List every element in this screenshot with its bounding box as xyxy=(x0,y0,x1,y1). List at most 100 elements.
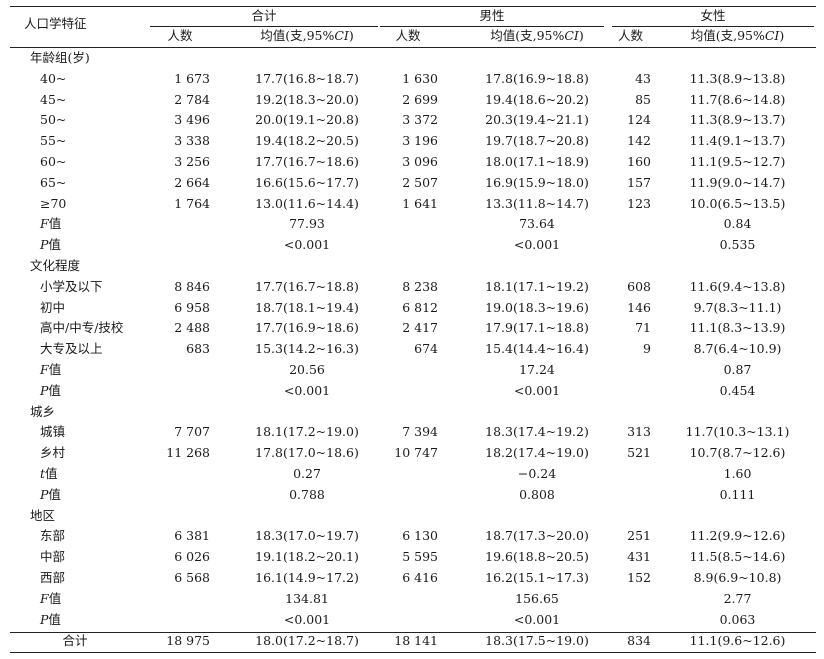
group-header: 合计 xyxy=(251,8,277,23)
mean-ci-cell: 16.9(15.9~18.0) xyxy=(485,174,589,190)
stat-value: 20.56 xyxy=(289,362,325,377)
row-label: 60~ xyxy=(40,154,67,169)
stat-value: <0.001 xyxy=(513,237,561,253)
stat-suffix: 值 xyxy=(48,486,61,502)
row-label: ≥70 xyxy=(40,195,67,211)
mean-header-ci: CI xyxy=(764,28,780,43)
stat-label: P值 xyxy=(40,611,100,627)
stat-label: t值 xyxy=(40,466,100,481)
stat-symbol: F xyxy=(40,590,49,606)
count-cell: 608 xyxy=(627,278,651,294)
mean-header-suffix: ) xyxy=(779,28,785,43)
mean-ci-cell: 20.3(19.4~21.1) xyxy=(485,112,589,128)
mean-header-suffix: ) xyxy=(578,28,584,43)
mean-ci-cell: 11.4(9.1~13.7) xyxy=(689,133,786,149)
count-cell: 7 707 xyxy=(174,424,210,440)
mean-header-prefix: 均值(支,95% xyxy=(260,28,335,43)
stat-value: 134.81 xyxy=(285,590,329,606)
stat-value: 1.60 xyxy=(723,466,752,481)
count-cell: 8 846 xyxy=(174,278,210,294)
row-label: 中部 xyxy=(40,549,66,565)
total-top-rule xyxy=(10,632,816,633)
stat-value: −0.24 xyxy=(517,466,557,481)
mean-ci-cell: 9.7(8.3~11.1) xyxy=(693,299,782,315)
count-cell: 71 xyxy=(635,320,651,336)
stat-symbol: P xyxy=(40,611,49,627)
mean-ci-cell: 11.9(9.0~14.7) xyxy=(689,174,786,190)
stat-suffix: 值 xyxy=(45,466,58,481)
row-label: 西部 xyxy=(40,570,66,585)
mean-ci-cell: 18.7(17.3~20.0) xyxy=(485,528,589,544)
stub-header: 人口学特征 xyxy=(24,16,87,31)
count-cell: 2 664 xyxy=(174,174,210,190)
row-label: 初中 xyxy=(40,299,66,315)
stat-label: F值 xyxy=(40,218,100,231)
count-cell: 3 256 xyxy=(174,154,210,169)
count-cell: 6 812 xyxy=(402,299,438,315)
total-cell: 834 xyxy=(627,633,651,648)
count-cell: 251 xyxy=(627,528,651,544)
count-cell: 160 xyxy=(627,154,651,169)
stat-symbol: P xyxy=(40,237,49,253)
mean-ci-cell: 11.3(8.9~13.7) xyxy=(689,112,786,128)
stat-symbol: F xyxy=(40,362,49,377)
total-cell: 11.1(9.6~12.6) xyxy=(689,633,786,648)
mean-ci-cell: 11.6(9.4~13.8) xyxy=(689,278,786,294)
stat-value: <0.001 xyxy=(513,611,561,627)
mean-ci-cell: 8.7(6.4~10.9) xyxy=(693,341,782,357)
count-cell: 2 417 xyxy=(402,320,438,336)
row-label: 45~ xyxy=(40,91,67,107)
stat-label: F值 xyxy=(40,590,100,606)
stat-value: 0.111 xyxy=(719,486,756,502)
mean-ci-cell: 19.0(18.3~19.6) xyxy=(485,299,589,315)
stat-symbol: F xyxy=(40,216,49,232)
n-column-header: 人数 xyxy=(167,28,193,43)
count-cell: 3 196 xyxy=(402,133,438,149)
count-cell: 142 xyxy=(627,133,651,149)
stat-suffix: 值 xyxy=(48,216,62,232)
group-underline xyxy=(380,26,604,27)
mean-header-ci: CI xyxy=(334,28,349,43)
mean-ci-cell: 19.4(18.2~20.5) xyxy=(255,133,359,149)
count-cell: 313 xyxy=(627,424,651,440)
n-column-header: 人数 xyxy=(617,28,643,43)
mean-ci-cell: 17.8(16.9~18.8) xyxy=(485,70,589,86)
mean-ci-cell: 10.0(6.5~13.5) xyxy=(689,195,786,211)
mean-header-suffix: ) xyxy=(348,28,354,43)
count-cell: 3 496 xyxy=(174,112,210,128)
row-label: 东部 xyxy=(40,528,66,544)
mean-column-header: 均值(支,95%CI) xyxy=(462,28,612,43)
row-label: 65~ xyxy=(40,174,67,190)
stat-value: 0.27 xyxy=(293,466,321,481)
count-cell: 1 641 xyxy=(402,195,438,211)
count-cell: 3 096 xyxy=(402,154,438,169)
mean-ci-cell: 18.7(18.1~19.4) xyxy=(255,299,359,315)
mean-ci-cell: 18.1(17.2~19.0) xyxy=(255,424,359,440)
stat-value: 0.788 xyxy=(289,486,325,502)
count-cell: 85 xyxy=(635,91,651,107)
count-cell: 10 747 xyxy=(394,445,438,461)
n-column-header: 人数 xyxy=(395,28,421,43)
group-header: 女性 xyxy=(700,8,726,23)
mean-ci-cell: 17.7(16.7~18.8) xyxy=(255,278,359,294)
mean-ci-cell: 11.3(8.9~13.8) xyxy=(689,70,786,86)
stat-value: 0.808 xyxy=(519,486,555,502)
mean-ci-cell: 11.1(9.5~12.7) xyxy=(689,154,786,169)
mean-ci-cell: 15.4(14.4~16.4) xyxy=(485,341,589,357)
mean-ci-cell: 11.1(8.3~13.9) xyxy=(689,320,786,336)
count-cell: 431 xyxy=(627,549,651,565)
stat-value: 17.24 xyxy=(519,362,555,377)
mean-ci-cell: 10.7(8.7~12.6) xyxy=(689,445,786,461)
count-cell: 124 xyxy=(627,112,651,128)
count-cell: 6 381 xyxy=(174,528,210,544)
mean-ci-cell: 16.2(15.1~17.3) xyxy=(485,570,589,585)
stat-suffix: 值 xyxy=(48,362,62,377)
stat-suffix: 值 xyxy=(48,237,61,253)
group-underline xyxy=(612,26,814,27)
mean-ci-cell: 18.2(17.4~19.0) xyxy=(485,445,589,461)
count-cell: 1 764 xyxy=(174,195,210,211)
stat-value: 0.535 xyxy=(719,237,756,253)
stat-value: 77.93 xyxy=(289,216,325,232)
mean-ci-cell: 18.3(17.0~19.7) xyxy=(255,528,359,544)
count-cell: 123 xyxy=(627,195,651,211)
